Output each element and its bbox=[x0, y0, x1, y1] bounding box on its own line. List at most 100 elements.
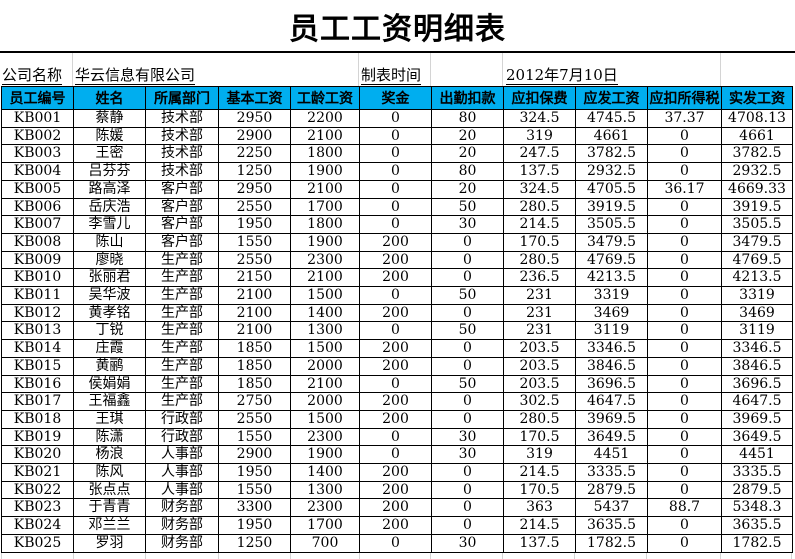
column-header-8[interactable]: 应发工资 bbox=[575, 86, 648, 110]
table-cell[interactable]: KB023 bbox=[1, 498, 74, 518]
table-cell[interactable]: KB016 bbox=[1, 374, 74, 394]
table-cell[interactable]: 2000 bbox=[290, 392, 360, 411]
table-cell[interactable]: 50 bbox=[431, 321, 504, 341]
table-cell[interactable]: 0 bbox=[647, 339, 722, 358]
table-cell[interactable]: 1550 bbox=[218, 480, 291, 500]
table-cell[interactable]: 财务部 bbox=[145, 516, 219, 535]
table-cell[interactable]: 3696.5 bbox=[721, 374, 793, 394]
table-cell[interactable]: 人事部 bbox=[145, 480, 219, 500]
table-cell[interactable]: 30 bbox=[431, 445, 504, 465]
table-cell[interactable]: 200 bbox=[359, 409, 432, 429]
table-cell[interactable]: 2100 bbox=[290, 179, 360, 199]
table-cell[interactable]: 324.5 bbox=[503, 109, 576, 128]
table-cell[interactable]: 1782.5 bbox=[721, 533, 793, 553]
table-cell[interactable]: 0 bbox=[431, 392, 504, 411]
table-cell[interactable]: KB001 bbox=[1, 109, 74, 128]
table-cell[interactable]: 0 bbox=[647, 144, 722, 164]
table-cell[interactable]: 生产部 bbox=[145, 303, 219, 323]
table-cell[interactable]: 罗羽 bbox=[73, 533, 146, 553]
table-cell[interactable]: 0 bbox=[647, 356, 722, 376]
table-cell[interactable]: 0 bbox=[359, 427, 432, 447]
column-header-9[interactable]: 应扣所得税 bbox=[647, 86, 722, 110]
table-cell[interactable]: 0 bbox=[359, 533, 432, 553]
column-header-5[interactable]: 奖金 bbox=[359, 86, 432, 110]
table-cell[interactable]: KB018 bbox=[1, 409, 74, 429]
table-cell[interactable]: 3919.5 bbox=[721, 197, 793, 217]
table-cell[interactable]: 30 bbox=[431, 533, 504, 553]
table-cell[interactable]: 1550 bbox=[218, 427, 291, 447]
table-cell[interactable]: 2750 bbox=[218, 392, 291, 411]
table-cell[interactable]: 0 bbox=[647, 409, 722, 429]
table-cell[interactable]: 1700 bbox=[290, 197, 360, 217]
table-cell[interactable]: 1550 bbox=[218, 232, 291, 252]
table-cell[interactable]: KB022 bbox=[1, 480, 74, 500]
table-cell[interactable]: 3696.5 bbox=[575, 374, 648, 394]
table-cell[interactable]: 280.5 bbox=[503, 409, 576, 429]
table-cell[interactable]: 4451 bbox=[721, 445, 793, 465]
table-cell[interactable]: 1250 bbox=[218, 162, 291, 181]
table-cell[interactable]: 50 bbox=[431, 197, 504, 217]
table-cell[interactable]: 客户部 bbox=[145, 232, 219, 252]
table-cell[interactable]: 1800 bbox=[290, 144, 360, 164]
table-cell[interactable]: 1500 bbox=[290, 286, 360, 305]
table-cell[interactable]: 0 bbox=[359, 109, 432, 128]
table-cell[interactable]: 280.5 bbox=[503, 197, 576, 217]
table-cell[interactable]: KB015 bbox=[1, 356, 74, 376]
table-cell[interactable]: 0 bbox=[359, 126, 432, 146]
table-cell[interactable]: 3469 bbox=[575, 303, 648, 323]
table-cell[interactable]: 生产部 bbox=[145, 321, 219, 341]
table-cell[interactable]: 0 bbox=[431, 463, 504, 482]
table-cell[interactable]: 岳庆浩 bbox=[73, 197, 146, 217]
table-cell[interactable]: 363 bbox=[503, 498, 576, 518]
table-cell[interactable]: 李雪儿 bbox=[73, 215, 146, 234]
table-cell[interactable]: 生产部 bbox=[145, 250, 219, 270]
table-cell[interactable]: 88.7 bbox=[647, 498, 722, 518]
table-cell[interactable]: 0 bbox=[647, 232, 722, 252]
table-cell[interactable]: 人事部 bbox=[145, 463, 219, 482]
table-cell[interactable]: 324.5 bbox=[503, 179, 576, 199]
table-cell[interactable]: 3300 bbox=[218, 498, 291, 518]
table-cell[interactable]: 1300 bbox=[290, 480, 360, 500]
table-cell[interactable]: 0 bbox=[431, 303, 504, 323]
table-cell[interactable]: 0 bbox=[647, 162, 722, 181]
table-cell[interactable]: 丁锐 bbox=[73, 321, 146, 341]
table-cell[interactable]: 3319 bbox=[721, 286, 793, 305]
table-cell[interactable]: 214.5 bbox=[503, 516, 576, 535]
table-cell[interactable]: KB011 bbox=[1, 286, 74, 305]
table-cell[interactable]: 1782.5 bbox=[575, 533, 648, 553]
table-cell[interactable]: 203.5 bbox=[503, 339, 576, 358]
table-cell[interactable]: 2900 bbox=[218, 126, 291, 146]
table-cell[interactable]: KB010 bbox=[1, 268, 74, 288]
table-cell[interactable]: 0 bbox=[647, 321, 722, 341]
table-cell[interactable]: 2200 bbox=[290, 109, 360, 128]
table-cell[interactable]: 36.17 bbox=[647, 179, 722, 199]
table-cell[interactable]: 137.5 bbox=[503, 533, 576, 553]
table-cell[interactable]: 3846.5 bbox=[721, 356, 793, 376]
table-cell[interactable]: 200 bbox=[359, 516, 432, 535]
table-cell[interactable]: 2250 bbox=[218, 144, 291, 164]
table-cell[interactable]: 0 bbox=[431, 268, 504, 288]
table-cell[interactable]: 2100 bbox=[290, 374, 360, 394]
table-cell[interactable]: 0 bbox=[647, 197, 722, 217]
table-cell[interactable]: 20 bbox=[431, 179, 504, 199]
column-header-6[interactable]: 出勤扣款 bbox=[431, 86, 504, 110]
table-cell[interactable]: 2000 bbox=[290, 356, 360, 376]
table-cell[interactable]: 3119 bbox=[575, 321, 648, 341]
table-cell[interactable]: 1850 bbox=[218, 339, 291, 358]
table-cell[interactable]: 0 bbox=[647, 374, 722, 394]
table-cell[interactable]: 0 bbox=[431, 498, 504, 518]
table-cell[interactable]: 3782.5 bbox=[575, 144, 648, 164]
table-cell[interactable]: 3635.5 bbox=[721, 516, 793, 535]
table-cell[interactable]: 0 bbox=[647, 516, 722, 535]
table-cell[interactable]: 1950 bbox=[218, 215, 291, 234]
table-cell[interactable]: 231 bbox=[503, 303, 576, 323]
table-cell[interactable]: 1950 bbox=[218, 463, 291, 482]
table-cell[interactable]: 3969.5 bbox=[575, 409, 648, 429]
table-cell[interactable]: 行政部 bbox=[145, 409, 219, 429]
table-cell[interactable]: 3919.5 bbox=[575, 197, 648, 217]
table-cell[interactable]: 0 bbox=[647, 126, 722, 146]
table-cell[interactable]: 3649.5 bbox=[575, 427, 648, 447]
table-cell[interactable]: 0 bbox=[647, 268, 722, 288]
table-cell[interactable]: 2950 bbox=[218, 109, 291, 128]
table-cell[interactable]: 3319 bbox=[575, 286, 648, 305]
